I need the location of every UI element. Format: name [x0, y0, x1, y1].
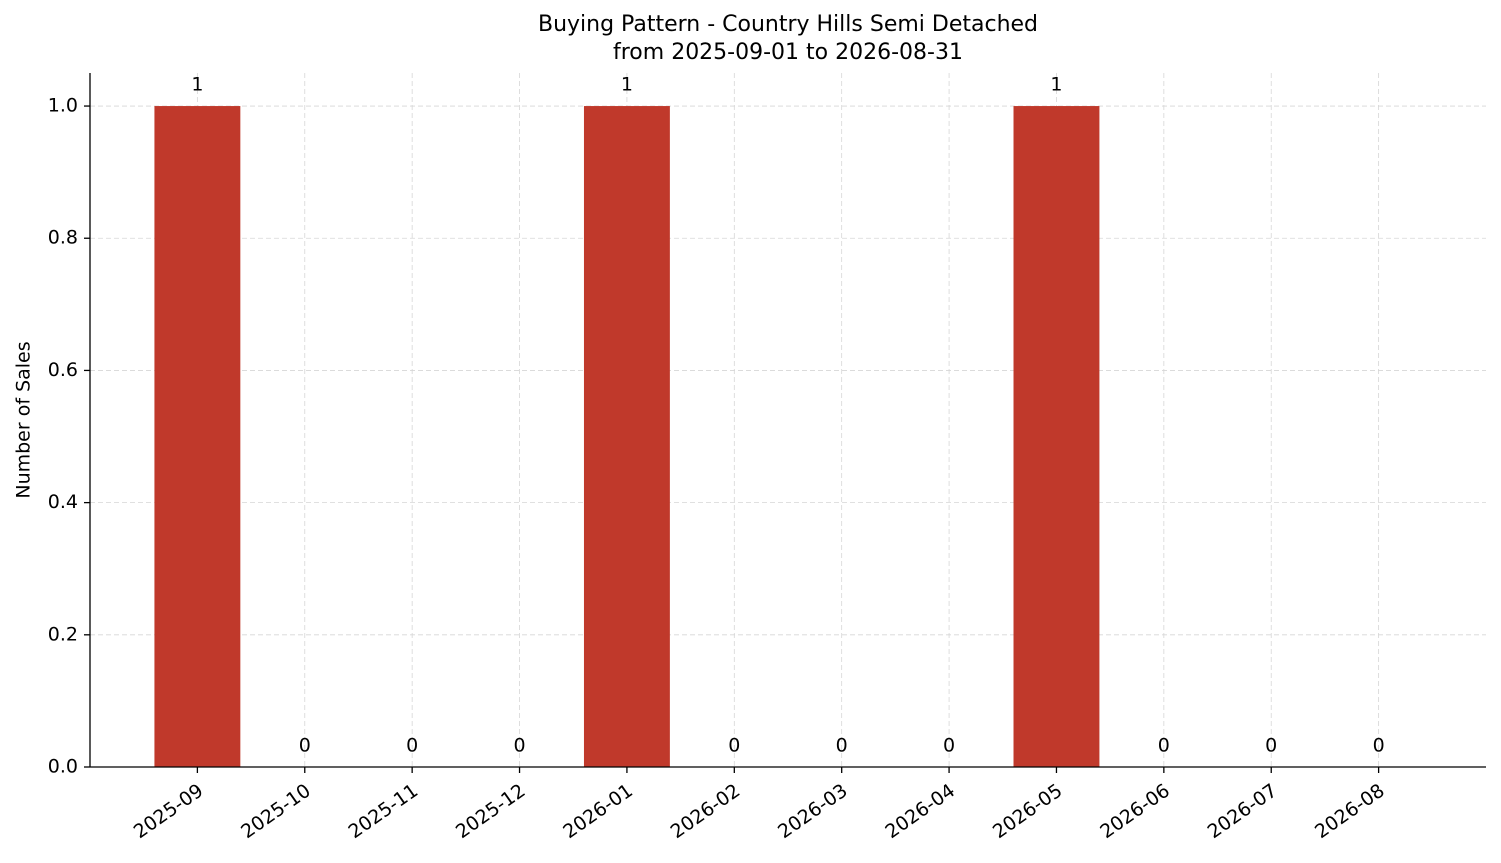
value-label: 0	[728, 735, 740, 757]
x-tick-label: 2026-03	[774, 780, 852, 844]
value-label: 0	[1265, 735, 1277, 757]
value-label: 0	[299, 735, 311, 757]
bar	[583, 106, 670, 768]
value-label: 1	[191, 74, 203, 96]
x-tick-label: 2025-10	[237, 780, 315, 844]
y-tick-label: 0.4	[48, 491, 78, 513]
x-tick-label: 2025-12	[452, 780, 530, 844]
y-tick-label: 0.8	[48, 227, 78, 249]
y-tick-label: 0.2	[48, 623, 78, 645]
value-label: 0	[943, 735, 955, 757]
y-tick-label: 0.0	[48, 756, 78, 778]
x-tick-label: 2026-05	[989, 780, 1067, 844]
y-tick-label: 0.6	[48, 359, 78, 381]
x-tick-label: 2026-07	[1204, 780, 1282, 844]
y-tick-label: 1.0	[48, 95, 78, 117]
x-tick-label: 2025-11	[345, 780, 423, 844]
bar	[154, 106, 241, 768]
value-label: 0	[836, 735, 848, 757]
value-label: 0	[1373, 735, 1385, 757]
value-label: 0	[513, 735, 525, 757]
value-label: 1	[1050, 74, 1062, 96]
chart-title: Buying Pattern - Country Hills Semi Deta…	[538, 12, 1038, 37]
x-tick-label: 2026-04	[881, 780, 959, 844]
bar	[1013, 106, 1100, 768]
x-tick-label: 2026-08	[1311, 780, 1389, 844]
y-axis-label: Number of Sales	[13, 341, 35, 498]
value-label: 0	[406, 735, 418, 757]
value-label: 1	[621, 74, 633, 96]
x-tick-label: 2026-02	[667, 780, 745, 844]
x-tick-label: 2025-09	[130, 780, 208, 844]
x-tick-label: 2026-01	[559, 780, 637, 844]
x-tick-label: 2026-06	[1096, 780, 1174, 844]
value-label: 0	[1158, 735, 1170, 757]
chart-subtitle: from 2025-09-01 to 2026-08-31	[613, 40, 963, 65]
